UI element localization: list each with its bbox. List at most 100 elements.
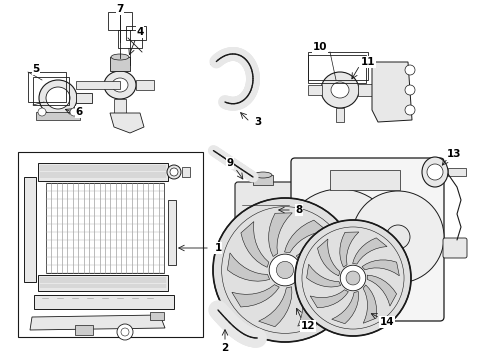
- Polygon shape: [227, 253, 270, 281]
- Text: 9: 9: [226, 158, 234, 168]
- Polygon shape: [310, 290, 348, 308]
- Bar: [38, 163, 168, 181]
- Bar: [350, 312, 380, 324]
- Text: 6: 6: [75, 107, 83, 117]
- Bar: [108, 12, 132, 30]
- Circle shape: [70, 108, 78, 116]
- Bar: [118, 30, 142, 48]
- FancyBboxPatch shape: [443, 238, 467, 258]
- Bar: [114, 99, 126, 113]
- Bar: [28, 72, 66, 102]
- Polygon shape: [332, 292, 359, 324]
- Circle shape: [405, 65, 415, 75]
- Polygon shape: [363, 285, 377, 323]
- Polygon shape: [362, 260, 399, 276]
- Bar: [126, 26, 146, 40]
- Circle shape: [352, 191, 444, 283]
- Circle shape: [213, 198, 357, 342]
- Text: 13: 13: [447, 149, 461, 159]
- Text: 10: 10: [313, 42, 327, 52]
- Ellipse shape: [167, 165, 181, 179]
- Polygon shape: [241, 221, 269, 267]
- Circle shape: [38, 108, 46, 116]
- Circle shape: [282, 189, 398, 305]
- Polygon shape: [372, 62, 412, 122]
- Text: 12: 12: [301, 321, 315, 331]
- Bar: [38, 275, 168, 291]
- Ellipse shape: [170, 168, 178, 176]
- Circle shape: [295, 220, 411, 336]
- Circle shape: [405, 105, 415, 115]
- Bar: [253, 175, 273, 185]
- Circle shape: [427, 164, 443, 180]
- Text: 5: 5: [32, 64, 40, 74]
- Text: 4: 4: [136, 27, 144, 37]
- Text: 1: 1: [215, 243, 221, 253]
- Bar: [24, 177, 36, 282]
- Bar: [18, 152, 203, 337]
- Bar: [308, 85, 322, 95]
- Ellipse shape: [211, 57, 222, 66]
- Polygon shape: [285, 220, 327, 253]
- Bar: [75, 325, 93, 335]
- Ellipse shape: [254, 172, 272, 178]
- Ellipse shape: [111, 54, 129, 60]
- Bar: [448, 168, 466, 176]
- Text: 8: 8: [295, 205, 303, 215]
- Polygon shape: [259, 287, 292, 327]
- Polygon shape: [110, 113, 144, 133]
- Polygon shape: [307, 264, 341, 287]
- Circle shape: [346, 271, 360, 285]
- Ellipse shape: [112, 78, 128, 92]
- FancyBboxPatch shape: [291, 158, 444, 321]
- Circle shape: [276, 261, 294, 279]
- Bar: [110, 57, 130, 71]
- Polygon shape: [367, 275, 396, 306]
- Text: 3: 3: [254, 117, 262, 127]
- Circle shape: [340, 265, 366, 291]
- Text: 11: 11: [361, 57, 375, 67]
- Bar: [308, 52, 368, 80]
- Ellipse shape: [214, 303, 222, 317]
- Ellipse shape: [422, 157, 448, 187]
- Bar: [36, 112, 80, 120]
- Bar: [76, 81, 120, 89]
- Bar: [46, 183, 164, 273]
- Polygon shape: [303, 266, 339, 305]
- Ellipse shape: [39, 80, 77, 116]
- Text: 7: 7: [116, 4, 123, 14]
- Polygon shape: [232, 285, 279, 307]
- Bar: [150, 312, 164, 320]
- Bar: [168, 200, 176, 265]
- Bar: [308, 55, 366, 83]
- Text: 2: 2: [221, 343, 229, 353]
- Bar: [330, 170, 400, 190]
- Polygon shape: [30, 315, 165, 330]
- Polygon shape: [296, 248, 343, 267]
- Ellipse shape: [104, 71, 136, 99]
- Circle shape: [405, 85, 415, 95]
- Circle shape: [269, 254, 301, 286]
- Circle shape: [117, 324, 133, 340]
- Circle shape: [360, 320, 370, 330]
- Bar: [336, 108, 344, 122]
- Text: 14: 14: [380, 317, 394, 327]
- Bar: [136, 80, 154, 90]
- Ellipse shape: [46, 87, 70, 109]
- Bar: [182, 167, 190, 177]
- Bar: [34, 295, 174, 309]
- FancyBboxPatch shape: [235, 182, 296, 240]
- Polygon shape: [318, 239, 340, 276]
- Bar: [76, 93, 92, 103]
- Polygon shape: [297, 279, 315, 326]
- Ellipse shape: [220, 98, 230, 106]
- Circle shape: [326, 233, 354, 261]
- Ellipse shape: [331, 82, 349, 98]
- Bar: [33, 77, 69, 105]
- Polygon shape: [340, 232, 359, 267]
- Polygon shape: [353, 238, 387, 264]
- Circle shape: [121, 328, 129, 336]
- Bar: [358, 84, 372, 96]
- Ellipse shape: [250, 334, 264, 342]
- Circle shape: [386, 225, 410, 249]
